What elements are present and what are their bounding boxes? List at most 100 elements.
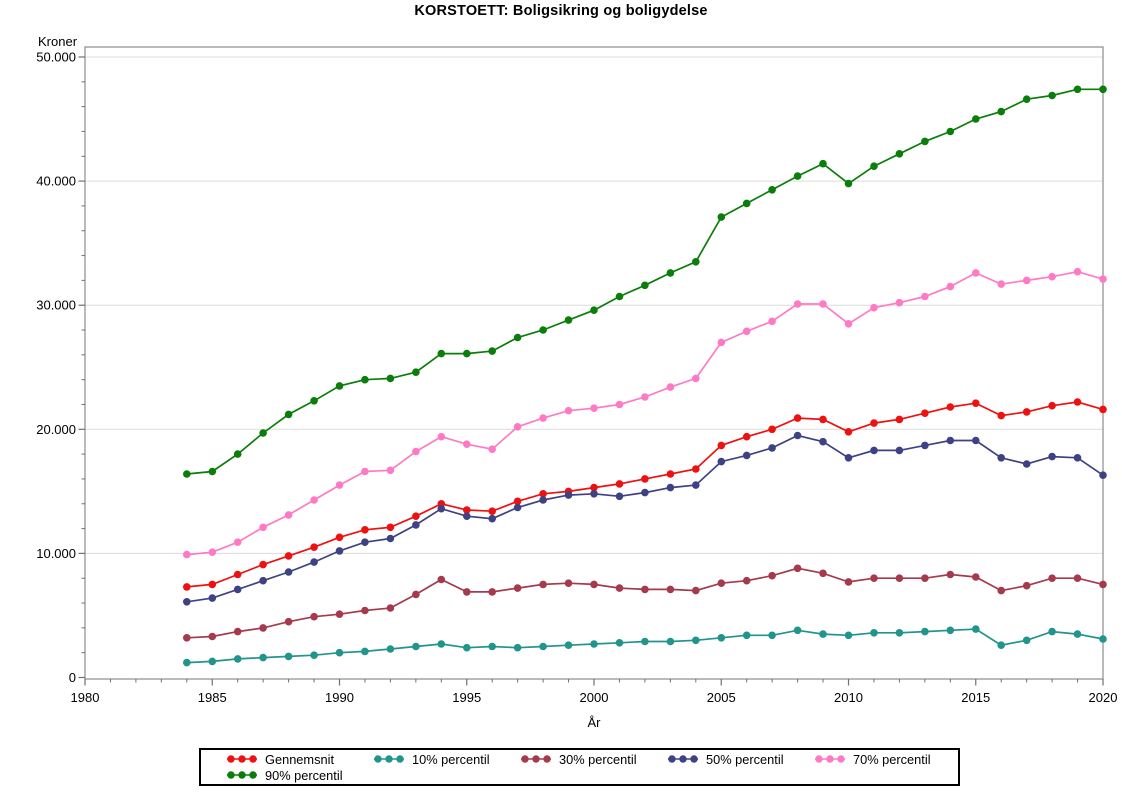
data-point (1073, 398, 1082, 406)
data-point (1048, 627, 1056, 636)
data-point (844, 179, 853, 188)
legend-item-label: 90% percentil (265, 767, 343, 783)
data-point (615, 492, 624, 501)
data-point (692, 586, 700, 595)
data-point (488, 507, 497, 515)
data-point (819, 300, 827, 308)
data-point (513, 423, 522, 431)
data-point (972, 436, 980, 445)
data-point (463, 588, 471, 596)
data-point (793, 300, 802, 308)
data-point (335, 547, 344, 555)
data-point (412, 521, 420, 529)
data-point (590, 580, 598, 589)
series-70-percentil (183, 267, 1107, 559)
data-point (870, 162, 878, 170)
data-point (183, 658, 191, 667)
x-tick-label: 1990 (325, 690, 354, 705)
data-point (870, 574, 878, 582)
data-point (819, 437, 827, 446)
series-50-percentil (183, 431, 1107, 606)
data-point (590, 404, 598, 413)
data-point (386, 645, 395, 653)
legend-marker-icon (374, 755, 404, 763)
data-point (1073, 85, 1082, 94)
series-90-percentil (183, 85, 1107, 478)
data-point (921, 409, 929, 418)
data-point (335, 610, 344, 618)
data-point (921, 137, 929, 146)
data-point (361, 375, 369, 384)
data-point (386, 523, 395, 532)
data-point (946, 436, 955, 445)
data-point (284, 617, 293, 626)
legend-item-90-percentil: 90% percentil (226, 768, 343, 783)
legend-item-10-percentil: 10% percentil (373, 752, 520, 767)
data-point (513, 584, 522, 592)
data-point (233, 450, 242, 458)
data-point (463, 440, 471, 449)
plot-svg: Kroner År 0 10.000 20.000 30.000 40.000 50.00… (36, 34, 1118, 730)
data-point (513, 497, 522, 506)
legend-item-50-percentil: 50% percentil (667, 752, 814, 767)
data-point (972, 573, 980, 581)
data-point (972, 115, 980, 123)
data-point (233, 585, 242, 594)
data-point (717, 457, 726, 466)
x-tick-label: 2005 (707, 690, 736, 705)
data-point (895, 150, 904, 158)
data-point (259, 624, 267, 632)
series-line (186, 270, 1104, 556)
legend-item-label: 10% percentil (412, 751, 490, 767)
data-point (488, 347, 497, 355)
data-point (997, 280, 1005, 288)
data-point (1022, 408, 1031, 416)
x-tick-label: 2020 (1089, 690, 1118, 705)
data-point (1048, 272, 1056, 281)
data-point (768, 317, 776, 326)
y-tick-label: 40.000 (36, 174, 76, 189)
data-point (793, 626, 802, 635)
series-30-percentil (183, 564, 1107, 642)
data-point (488, 642, 497, 651)
data-point (615, 400, 624, 409)
series-10-percentil (183, 625, 1107, 667)
data-point (183, 550, 191, 559)
data-point (488, 445, 497, 454)
data-point (310, 612, 318, 621)
data-point (819, 415, 827, 424)
data-point (870, 446, 878, 455)
data-point (870, 629, 878, 637)
data-point (513, 503, 522, 512)
data-point (717, 338, 726, 347)
data-point (412, 447, 420, 456)
data-point (259, 653, 267, 662)
data-point (895, 574, 904, 582)
data-point (946, 127, 955, 136)
data-point (1099, 405, 1107, 414)
data-point (921, 627, 929, 636)
data-point (259, 560, 267, 569)
data-point (513, 333, 522, 342)
data-point (1073, 630, 1082, 638)
data-point (539, 642, 547, 651)
data-point (1022, 95, 1031, 103)
data-point (310, 651, 318, 659)
data-point (666, 269, 675, 277)
data-point (1048, 91, 1056, 100)
legend-row: 90% percentil (226, 767, 958, 783)
data-point (793, 431, 802, 440)
data-point (564, 579, 573, 587)
data-point (183, 583, 191, 591)
data-point (819, 630, 827, 638)
data-point (615, 292, 624, 301)
y-tick-label: 30.000 (36, 298, 76, 313)
data-point (768, 425, 776, 434)
data-point (1073, 454, 1082, 462)
y-tick-label: 10.000 (36, 546, 76, 561)
data-point (284, 410, 293, 419)
data-point (742, 432, 751, 441)
y-tick-label: 50.000 (36, 50, 76, 65)
data-point (564, 491, 573, 499)
data-point (412, 590, 420, 599)
